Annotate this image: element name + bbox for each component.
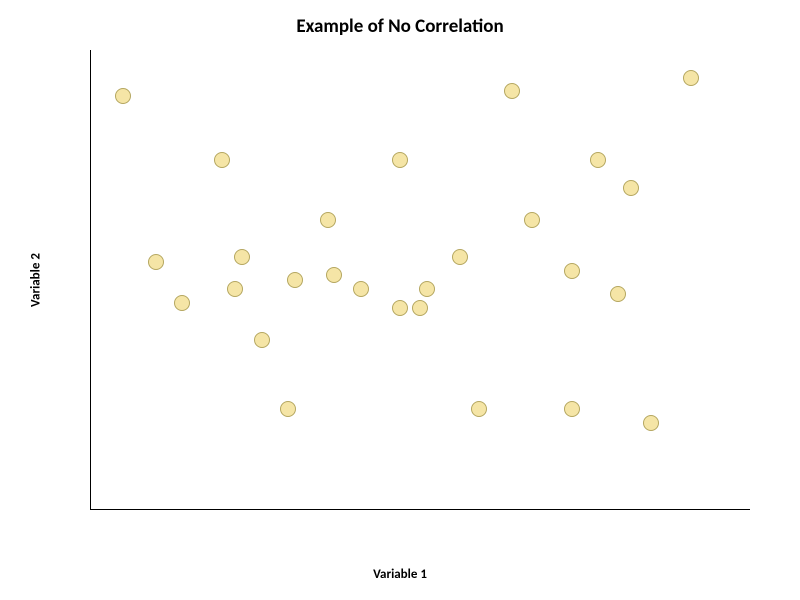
scatter-marker (643, 415, 659, 431)
scatter-marker (590, 152, 606, 168)
scatter-marker (280, 401, 296, 417)
scatter-marker (227, 281, 243, 297)
scatter-marker (353, 281, 369, 297)
scatter-marker (115, 88, 131, 104)
scatter-marker (234, 249, 250, 265)
x-axis-label: Variable 1 (0, 567, 800, 582)
scatter-marker (452, 249, 468, 265)
scatter-marker (326, 267, 342, 283)
scatter-marker (504, 83, 520, 99)
scatter-marker (412, 300, 428, 316)
scatter-marker (419, 281, 435, 297)
chart-title: Example of No Correlation (0, 15, 800, 38)
scatter-marker (524, 212, 540, 228)
scatter-marker (214, 152, 230, 168)
plot-area (90, 50, 750, 510)
scatter-marker (148, 254, 164, 270)
y-axis-label: Variable 2 (29, 253, 44, 307)
scatter-marker (254, 332, 270, 348)
scatter-marker (392, 152, 408, 168)
scatter-marker (564, 401, 580, 417)
scatter-marker (287, 272, 303, 288)
scatter-marker (610, 286, 626, 302)
x-axis-line (90, 509, 750, 510)
scatter-marker (564, 263, 580, 279)
scatter-marker (320, 212, 336, 228)
scatter-marker (683, 70, 699, 86)
y-axis-line (90, 50, 91, 510)
scatter-marker (174, 295, 190, 311)
scatter-marker (623, 180, 639, 196)
scatter-marker (471, 401, 487, 417)
scatter-marker (392, 300, 408, 316)
